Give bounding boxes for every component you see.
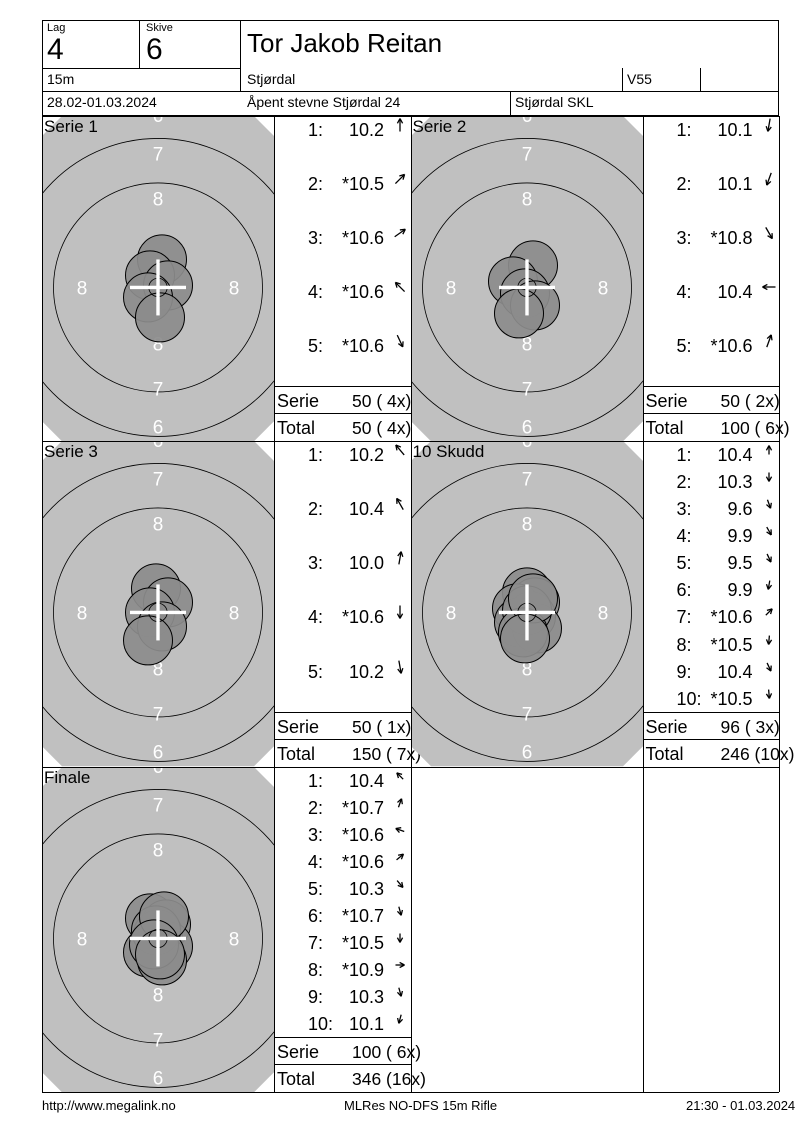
svg-text:7: 7 (521, 144, 532, 165)
svg-text:8: 8 (153, 189, 164, 210)
svg-text:8: 8 (229, 929, 240, 950)
svg-text:6: 6 (521, 441, 532, 452)
svg-text:6: 6 (153, 116, 164, 127)
svg-text:7: 7 (153, 1030, 164, 1051)
svg-text:8: 8 (153, 985, 164, 1006)
svg-text:6: 6 (153, 743, 164, 764)
svg-text:8: 8 (77, 278, 88, 299)
svg-text:8: 8 (597, 278, 608, 299)
svg-text:8: 8 (77, 604, 88, 625)
svg-text:7: 7 (153, 144, 164, 165)
svg-text:6: 6 (153, 441, 164, 452)
svg-text:8: 8 (445, 604, 456, 625)
svg-text:6: 6 (521, 116, 532, 127)
svg-text:8: 8 (153, 515, 164, 536)
svg-text:7: 7 (521, 379, 532, 400)
svg-text:7: 7 (153, 379, 164, 400)
svg-text:6: 6 (153, 417, 164, 438)
svg-text:6: 6 (153, 1068, 164, 1089)
svg-text:8: 8 (77, 929, 88, 950)
svg-text:7: 7 (521, 470, 532, 491)
svg-text:8: 8 (229, 278, 240, 299)
svg-text:6: 6 (153, 767, 164, 778)
svg-text:6: 6 (521, 417, 532, 438)
svg-text:7: 7 (153, 705, 164, 726)
svg-text:7: 7 (153, 795, 164, 816)
svg-text:8: 8 (521, 515, 532, 536)
svg-text:8: 8 (445, 278, 456, 299)
svg-text:8: 8 (153, 840, 164, 861)
svg-text:8: 8 (521, 189, 532, 210)
svg-text:7: 7 (153, 470, 164, 491)
svg-text:7: 7 (521, 705, 532, 726)
svg-text:6: 6 (521, 743, 532, 764)
svg-text:8: 8 (229, 604, 240, 625)
svg-text:8: 8 (597, 604, 608, 625)
